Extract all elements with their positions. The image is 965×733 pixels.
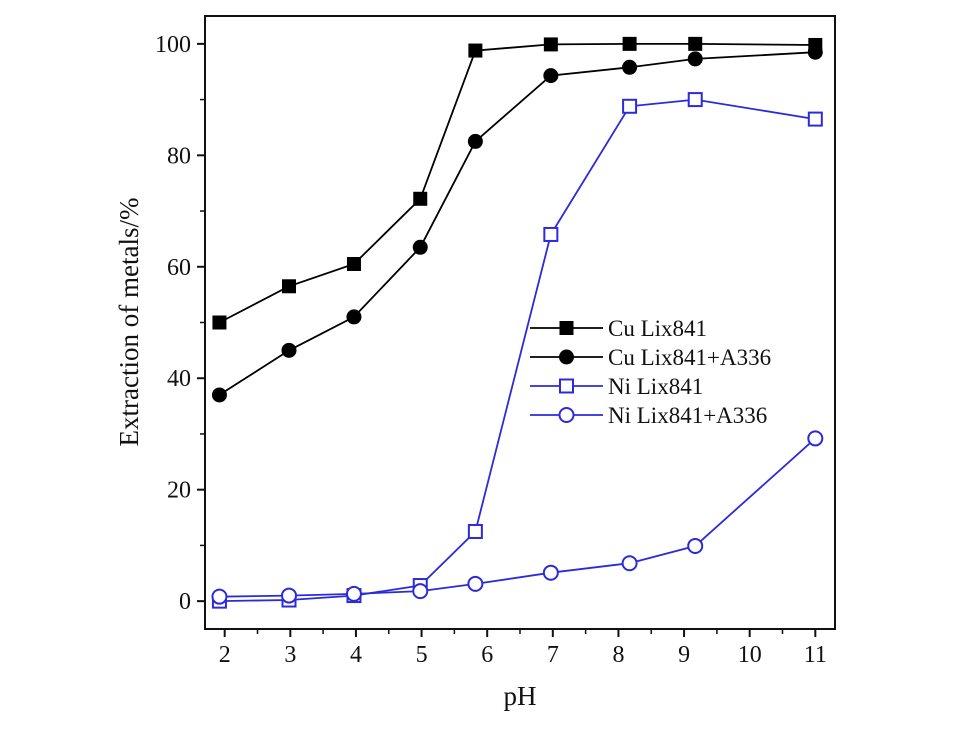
legend: Cu Lix841 Cu Lix841+A336 Ni Lix841 Ni Lix84…: [530, 316, 771, 428]
y-tick-label: 20: [167, 478, 191, 504]
x-tick-label: 11: [804, 642, 827, 668]
data-point: [282, 279, 296, 294]
data-point: [281, 342, 297, 358]
series-lines: [218, 43, 816, 602]
legend-marker: [559, 378, 574, 394]
data-point: [687, 537, 704, 554]
legend-marker: [559, 321, 574, 335]
plot-frame: [204, 15, 836, 630]
y-axis-title: Extraction of metals/%: [114, 198, 144, 447]
series-line-3: [219, 437, 816, 598]
y-tick-label: 0: [179, 589, 191, 615]
data-point: [468, 43, 483, 58]
x-tick-label: 3: [284, 642, 296, 668]
series-line-1: [218, 51, 816, 396]
data-point: [687, 51, 703, 67]
data-point: [281, 587, 297, 604]
data-point: [622, 36, 637, 51]
legend-marker: [559, 349, 574, 365]
x-axis-title: pH: [504, 681, 537, 711]
axis-ticks: 2 3 4 5 6 7 8 9 10 11 0 20 40 60 80 100: [155, 32, 827, 668]
data-point: [346, 256, 361, 271]
x-tick-label: 6: [481, 642, 493, 668]
data-point: [622, 98, 638, 114]
data-point: [211, 387, 227, 403]
y-tick-label: 60: [167, 255, 191, 281]
legend-label: Cu Lix841: [608, 316, 707, 341]
x-tick-label: 7: [547, 642, 559, 668]
data-point: [688, 36, 703, 51]
series-markers: [211, 36, 824, 609]
data-point: [622, 59, 638, 75]
data-point: [467, 575, 484, 592]
data-point: [467, 133, 483, 149]
data-point: [345, 585, 362, 602]
data-point: [212, 315, 227, 330]
x-tick-label: 5: [416, 642, 428, 668]
data-point: [543, 37, 558, 52]
y-tick-label: 80: [167, 143, 191, 169]
legend-label: Ni Lix841+A336: [608, 403, 767, 428]
data-point: [346, 309, 362, 325]
data-point: [621, 555, 638, 572]
x-tick-label: 9: [678, 642, 690, 668]
data-point: [412, 583, 429, 600]
data-point: [542, 564, 559, 581]
data-point: [412, 239, 428, 255]
data-point: [543, 226, 559, 242]
data-point: [687, 92, 703, 108]
data-point: [211, 588, 228, 605]
y-tick-label: 40: [167, 366, 191, 392]
data-point: [543, 68, 559, 84]
series-line-0: [218, 43, 816, 324]
x-tick-label: 8: [612, 642, 624, 668]
x-tick-label: 10: [738, 642, 762, 668]
x-tick-label: 2: [219, 642, 231, 668]
data-point: [807, 44, 823, 60]
legend-label: Ni Lix841: [608, 374, 703, 399]
data-point: [807, 430, 824, 447]
data-point: [413, 191, 428, 206]
legend-marker: [558, 407, 575, 423]
legend-label: Cu Lix841+A336: [608, 345, 771, 370]
y-tick-label: 100: [155, 32, 191, 58]
x-tick-label: 4: [350, 642, 362, 668]
data-point: [807, 111, 823, 127]
data-point: [467, 523, 483, 539]
